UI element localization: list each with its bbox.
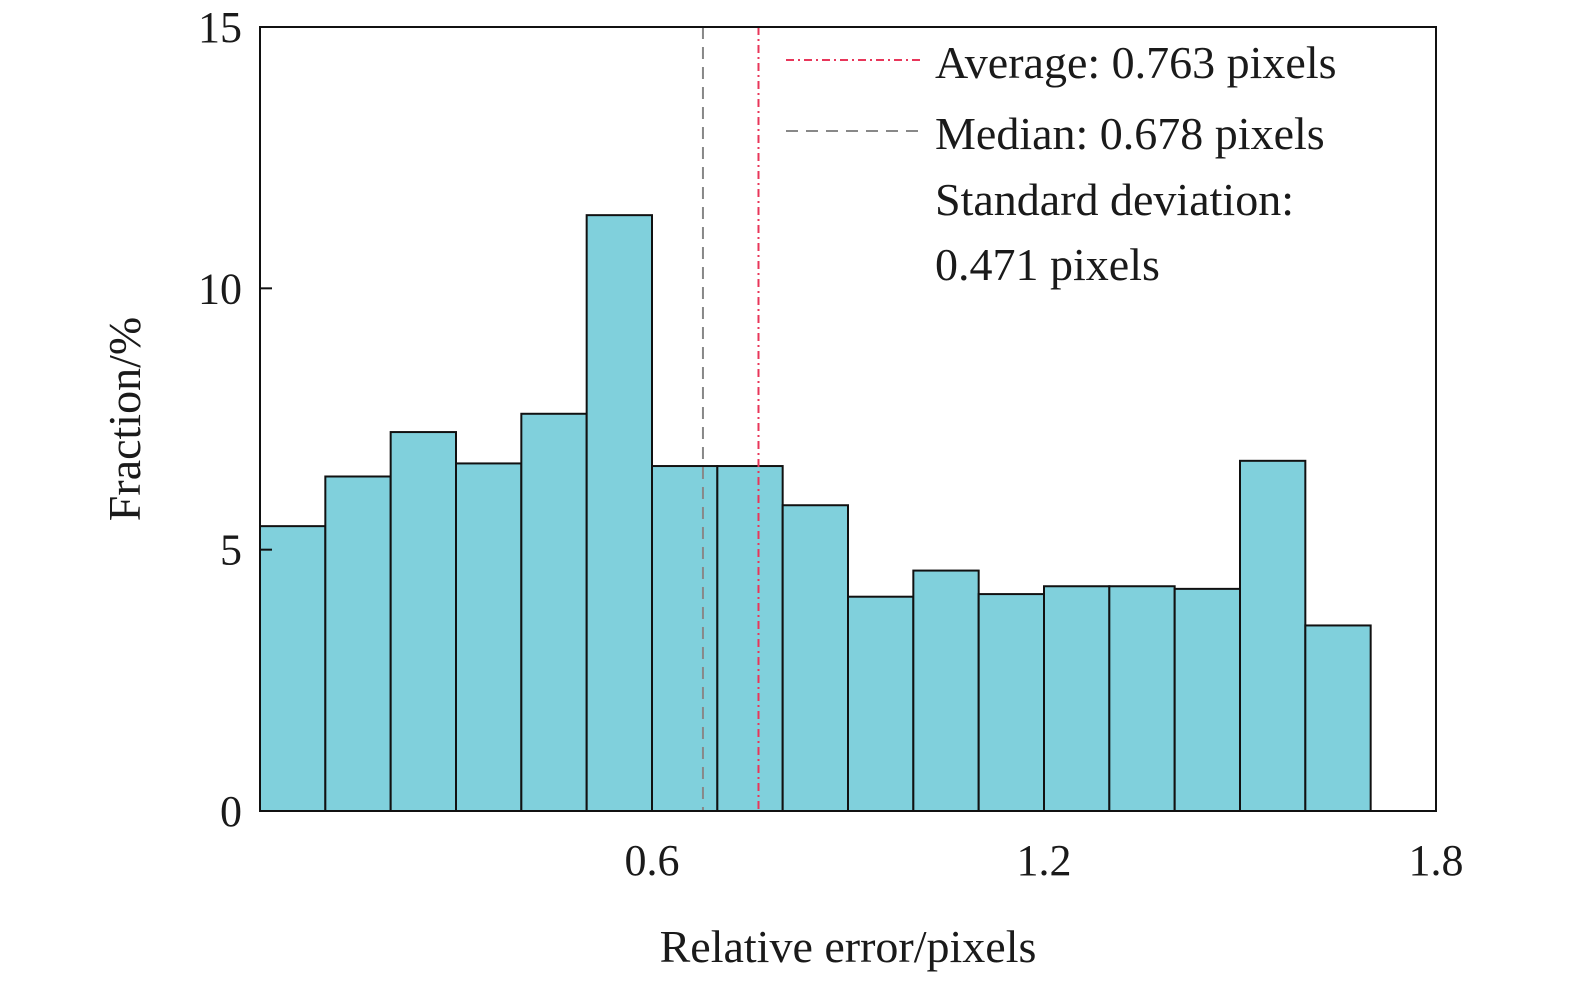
y-tick-label: 5	[220, 526, 242, 575]
std-dev-annotation: 0.471 pixels	[935, 239, 1160, 290]
histogram-bar	[716, 465, 784, 812]
y-tick-label: 10	[198, 264, 242, 313]
x-tick-label: 0.6	[625, 836, 680, 885]
histogram-bar	[455, 462, 523, 812]
histogram-bar	[847, 595, 915, 812]
histogram-bar	[389, 431, 457, 812]
plot-frame	[259, 26, 1437, 812]
histogram-bar	[324, 475, 392, 812]
legend-average-label: Average: 0.763 pixels	[935, 37, 1337, 88]
histogram-bar	[912, 569, 980, 812]
histogram-bar	[977, 593, 1046, 812]
histogram-bar	[781, 504, 850, 812]
x-axis-label: Relative error/pixels	[660, 921, 1037, 972]
legend: Average: 0.763 pixels Median: 0.678 pixel…	[786, 37, 1337, 290]
histogram-bar	[259, 525, 327, 812]
histogram-bar	[1043, 585, 1111, 813]
legend-median-label: Median: 0.678 pixels	[935, 108, 1325, 159]
x-tick-label: 1.2	[1017, 836, 1072, 885]
histogram-bar	[1304, 624, 1372, 812]
reference-lines-layer	[701, 27, 760, 811]
histogram-bar	[1108, 585, 1176, 813]
std-dev-annotation: Standard deviation:	[935, 174, 1294, 225]
histogram-bar	[520, 412, 588, 812]
histogram-bar	[1173, 587, 1241, 812]
histogram-bar	[651, 465, 719, 812]
y-axis-label: Fraction/%	[99, 317, 150, 521]
bars-layer	[259, 214, 1372, 813]
ticks-layer: 0.6 1.2 1.8 0 5 10 15	[198, 3, 1464, 885]
x-tick-label: 1.8	[1409, 836, 1464, 885]
histogram-bar	[585, 214, 654, 813]
y-tick-label: 15	[198, 3, 242, 52]
histogram-bar	[1239, 459, 1307, 812]
y-tick-label: 0	[220, 787, 242, 836]
